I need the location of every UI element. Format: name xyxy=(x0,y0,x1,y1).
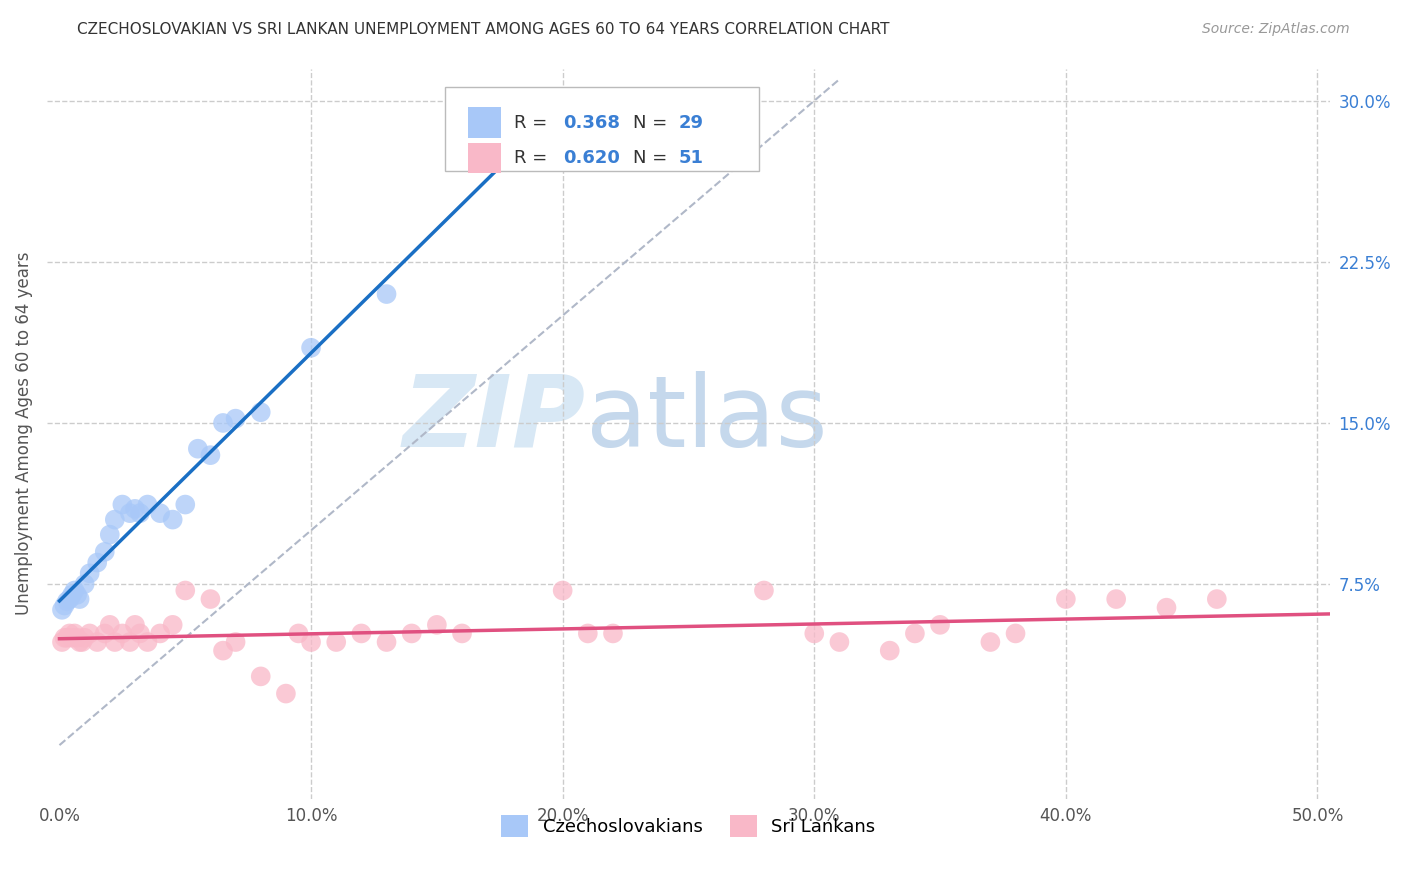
Point xyxy=(174,498,197,512)
Point xyxy=(69,592,91,607)
Point xyxy=(602,626,624,640)
Point xyxy=(60,631,83,645)
Point xyxy=(249,405,271,419)
Point xyxy=(56,594,79,608)
Text: 51: 51 xyxy=(678,149,703,167)
Point xyxy=(73,631,96,645)
Y-axis label: Unemployment Among Ages 60 to 64 years: Unemployment Among Ages 60 to 64 years xyxy=(15,252,32,615)
Point xyxy=(69,635,91,649)
Point xyxy=(200,448,222,462)
Text: atlas: atlas xyxy=(586,370,828,467)
Text: R =: R = xyxy=(515,113,553,132)
Point xyxy=(287,626,309,640)
Point xyxy=(451,626,474,640)
Point xyxy=(129,506,152,520)
Point xyxy=(401,626,423,640)
Point xyxy=(375,287,398,301)
Point xyxy=(129,626,152,640)
Point xyxy=(979,635,1001,649)
Legend: Czechoslovakians, Sri Lankans: Czechoslovakians, Sri Lankans xyxy=(494,808,883,845)
Point xyxy=(350,626,373,640)
Point xyxy=(375,635,398,649)
Text: 0.368: 0.368 xyxy=(562,113,620,132)
Point xyxy=(79,566,101,581)
Point xyxy=(53,599,76,613)
Point xyxy=(63,626,86,640)
Point xyxy=(200,592,222,607)
FancyBboxPatch shape xyxy=(444,87,759,170)
Point xyxy=(225,635,247,649)
Point xyxy=(299,635,322,649)
FancyBboxPatch shape xyxy=(468,107,501,138)
Point xyxy=(111,626,134,640)
Point xyxy=(299,341,322,355)
Text: Source: ZipAtlas.com: Source: ZipAtlas.com xyxy=(1202,22,1350,37)
Point xyxy=(879,643,901,657)
Point xyxy=(94,626,117,640)
Point xyxy=(551,583,574,598)
Point xyxy=(56,631,79,645)
Point xyxy=(98,527,121,541)
Point xyxy=(929,618,952,632)
Point xyxy=(136,498,159,512)
Point xyxy=(58,592,80,607)
Point xyxy=(86,556,108,570)
Point xyxy=(904,626,927,640)
Point xyxy=(66,631,89,645)
Point xyxy=(274,687,297,701)
Text: 0.620: 0.620 xyxy=(562,149,620,167)
Point xyxy=(162,513,184,527)
Point xyxy=(58,626,80,640)
Point xyxy=(249,669,271,683)
Point xyxy=(162,618,184,632)
Point xyxy=(426,618,449,632)
Point xyxy=(94,545,117,559)
Point xyxy=(51,635,73,649)
Point xyxy=(1156,600,1178,615)
Text: N =: N = xyxy=(633,113,673,132)
Point xyxy=(124,501,146,516)
Point xyxy=(1205,592,1227,607)
Point xyxy=(98,618,121,632)
Point xyxy=(79,626,101,640)
Point xyxy=(118,506,141,520)
Text: 29: 29 xyxy=(678,113,703,132)
Text: ZIP: ZIP xyxy=(402,370,586,467)
Point xyxy=(1054,592,1077,607)
Point xyxy=(124,618,146,632)
Point xyxy=(53,631,76,645)
Point xyxy=(111,498,134,512)
Point xyxy=(1004,626,1026,640)
Point xyxy=(212,416,235,430)
Point xyxy=(149,626,172,640)
Point xyxy=(104,513,127,527)
Point xyxy=(325,635,347,649)
FancyBboxPatch shape xyxy=(468,143,501,173)
Point xyxy=(828,635,851,649)
Point xyxy=(187,442,209,456)
Point xyxy=(576,626,599,640)
Point xyxy=(86,635,108,649)
Point xyxy=(212,643,235,657)
Text: CZECHOSLOVAKIAN VS SRI LANKAN UNEMPLOYMENT AMONG AGES 60 TO 64 YEARS CORRELATION: CZECHOSLOVAKIAN VS SRI LANKAN UNEMPLOYME… xyxy=(77,22,890,37)
Point xyxy=(66,588,89,602)
Text: N =: N = xyxy=(633,149,673,167)
Point xyxy=(136,635,159,649)
Point xyxy=(118,635,141,649)
Point xyxy=(225,411,247,425)
Point xyxy=(63,583,86,598)
Point xyxy=(60,588,83,602)
Point xyxy=(803,626,825,640)
Point xyxy=(104,635,127,649)
Text: R =: R = xyxy=(515,149,553,167)
Point xyxy=(51,603,73,617)
Point xyxy=(174,583,197,598)
Point xyxy=(149,506,172,520)
Point xyxy=(1105,592,1128,607)
Point xyxy=(73,577,96,591)
Point xyxy=(70,635,93,649)
Point xyxy=(752,583,775,598)
